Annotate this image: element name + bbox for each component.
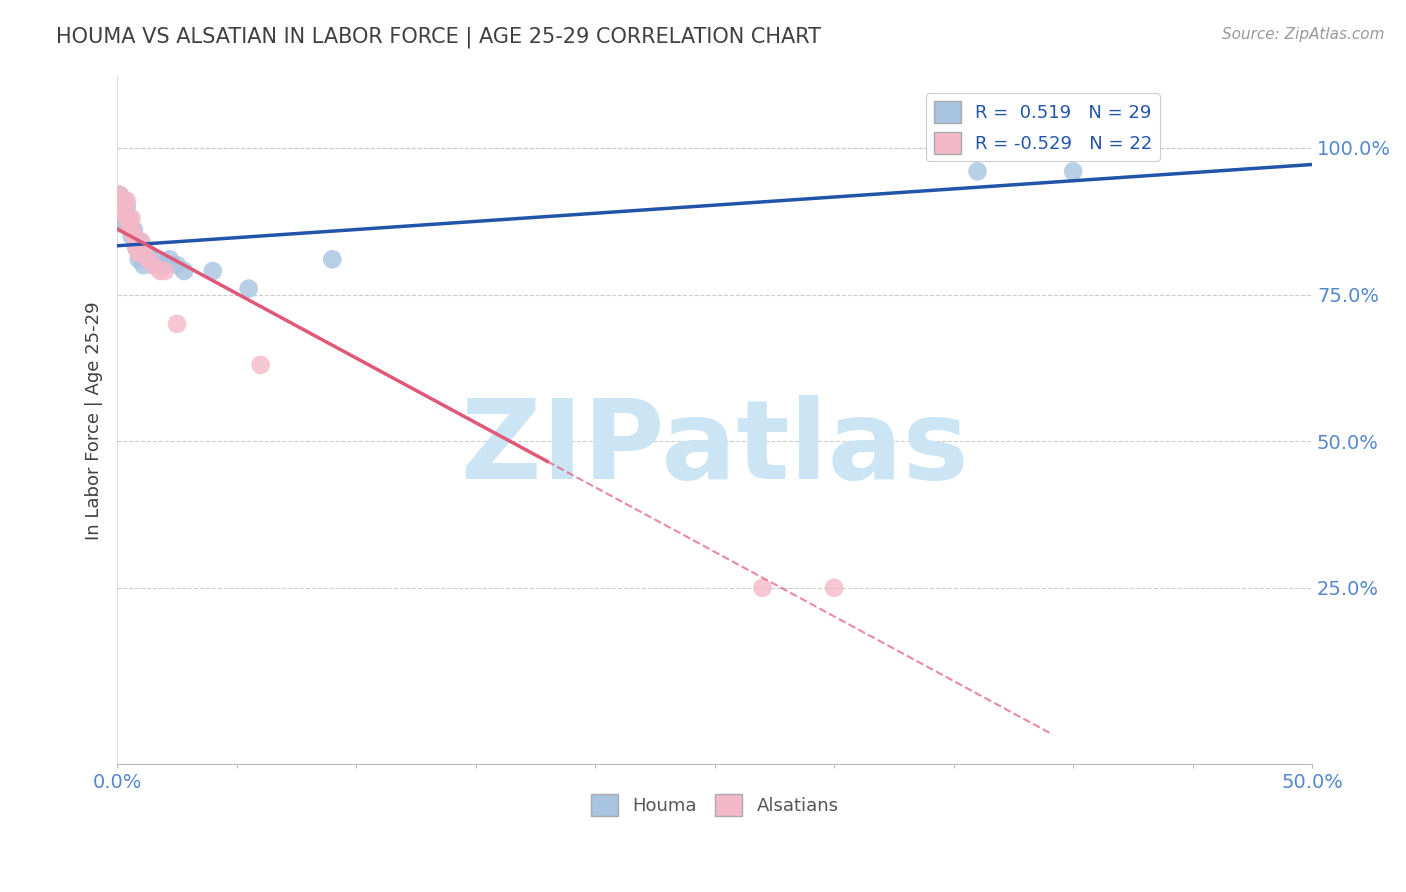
Point xyxy=(112,194,135,208)
Point xyxy=(146,252,169,267)
Point xyxy=(122,228,145,243)
Point xyxy=(321,252,343,267)
Point xyxy=(111,205,134,219)
Point xyxy=(122,223,145,237)
Point xyxy=(159,252,181,267)
Point xyxy=(201,264,224,278)
Point xyxy=(238,282,260,296)
Point xyxy=(751,581,773,595)
Point xyxy=(121,211,143,226)
Point xyxy=(118,211,141,226)
Point xyxy=(249,358,271,372)
Point xyxy=(136,246,159,260)
Point xyxy=(108,187,131,202)
Point xyxy=(112,200,135,214)
Point xyxy=(153,264,176,278)
Point xyxy=(108,187,131,202)
Text: HOUMA VS ALSATIAN IN LABOR FORCE | AGE 25-29 CORRELATION CHART: HOUMA VS ALSATIAN IN LABOR FORCE | AGE 2… xyxy=(56,27,821,48)
Point xyxy=(115,200,138,214)
Point xyxy=(129,235,152,249)
Point xyxy=(129,235,152,249)
Text: Source: ZipAtlas.com: Source: ZipAtlas.com xyxy=(1222,27,1385,42)
Point xyxy=(115,194,138,208)
Text: ZIPatlas: ZIPatlas xyxy=(461,394,969,501)
Point xyxy=(118,217,141,231)
Point xyxy=(125,241,148,255)
Point xyxy=(121,228,143,243)
Point xyxy=(142,258,165,272)
Point xyxy=(115,211,138,226)
Point xyxy=(125,241,148,255)
Point xyxy=(142,258,165,272)
Point xyxy=(823,581,845,595)
Point xyxy=(173,264,195,278)
Point xyxy=(128,246,150,260)
Point xyxy=(1062,164,1084,178)
Point xyxy=(121,223,143,237)
Point xyxy=(121,223,143,237)
Point xyxy=(111,217,134,231)
Point xyxy=(111,194,134,208)
Legend: Houma, Alsatians: Houma, Alsatians xyxy=(583,787,845,823)
Point xyxy=(149,258,172,272)
Point xyxy=(149,264,172,278)
Point xyxy=(111,205,134,219)
Point xyxy=(128,252,150,267)
Point xyxy=(136,252,159,267)
Point xyxy=(166,317,188,331)
Point xyxy=(112,217,135,231)
Point xyxy=(118,217,141,231)
Point xyxy=(166,258,188,272)
Point xyxy=(132,246,155,260)
Point xyxy=(132,258,155,272)
Y-axis label: In Labor Force | Age 25-29: In Labor Force | Age 25-29 xyxy=(86,301,103,540)
Point xyxy=(153,258,176,272)
Point xyxy=(135,246,157,260)
Point xyxy=(966,164,988,178)
